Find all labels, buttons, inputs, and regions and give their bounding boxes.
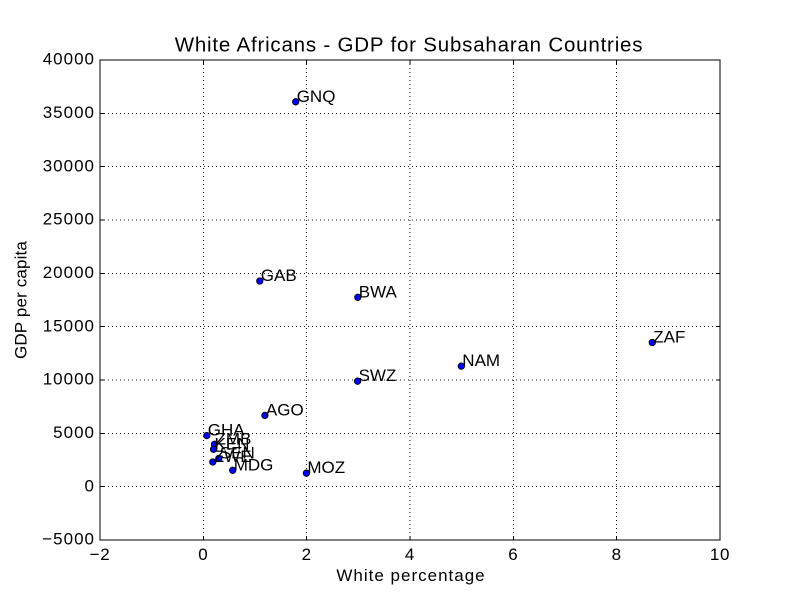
svg-text:10000: 10000 (43, 370, 95, 389)
svg-text:25000: 25000 (43, 210, 95, 229)
svg-text:ZAF: ZAF (653, 328, 685, 347)
svg-text:ZMB: ZMB (216, 429, 252, 448)
svg-text:GDP per capita: GDP per capita (12, 241, 31, 359)
svg-text:KEN: KEN (215, 434, 250, 453)
svg-text:MDG: MDG (234, 455, 274, 474)
svg-text:5000: 5000 (53, 423, 95, 442)
svg-text:40000: 40000 (43, 50, 95, 69)
svg-text:−2: −2 (90, 545, 111, 564)
svg-text:6: 6 (508, 545, 518, 564)
svg-text:MOZ: MOZ (307, 458, 345, 477)
svg-text:0: 0 (198, 545, 208, 564)
svg-text:15000: 15000 (43, 316, 95, 335)
svg-text:10: 10 (710, 545, 730, 564)
svg-text:White percentage: White percentage (336, 566, 485, 585)
svg-text:−5000: −5000 (42, 530, 95, 549)
svg-text:GAB: GAB (261, 266, 297, 285)
svg-text:0: 0 (85, 476, 95, 495)
svg-text:4: 4 (405, 545, 415, 564)
svg-text:SEN: SEN (220, 444, 255, 463)
svg-text:GNQ: GNQ (297, 87, 336, 106)
svg-text:2: 2 (302, 545, 312, 564)
svg-text:NAM: NAM (462, 351, 500, 370)
svg-text:GHA: GHA (208, 421, 246, 440)
svg-text:White Africans - GDP for Subsa: White Africans - GDP for Subsaharan Coun… (175, 34, 644, 57)
svg-text:20000: 20000 (43, 263, 95, 282)
svg-text:35000: 35000 (43, 103, 95, 122)
svg-text:AGO: AGO (266, 400, 304, 419)
svg-text:30000: 30000 (43, 156, 95, 175)
svg-text:SWZ: SWZ (359, 366, 397, 385)
svg-text:BWA: BWA (359, 282, 398, 301)
svg-text:ZWE: ZWE (214, 447, 252, 466)
svg-text:8: 8 (612, 545, 622, 564)
